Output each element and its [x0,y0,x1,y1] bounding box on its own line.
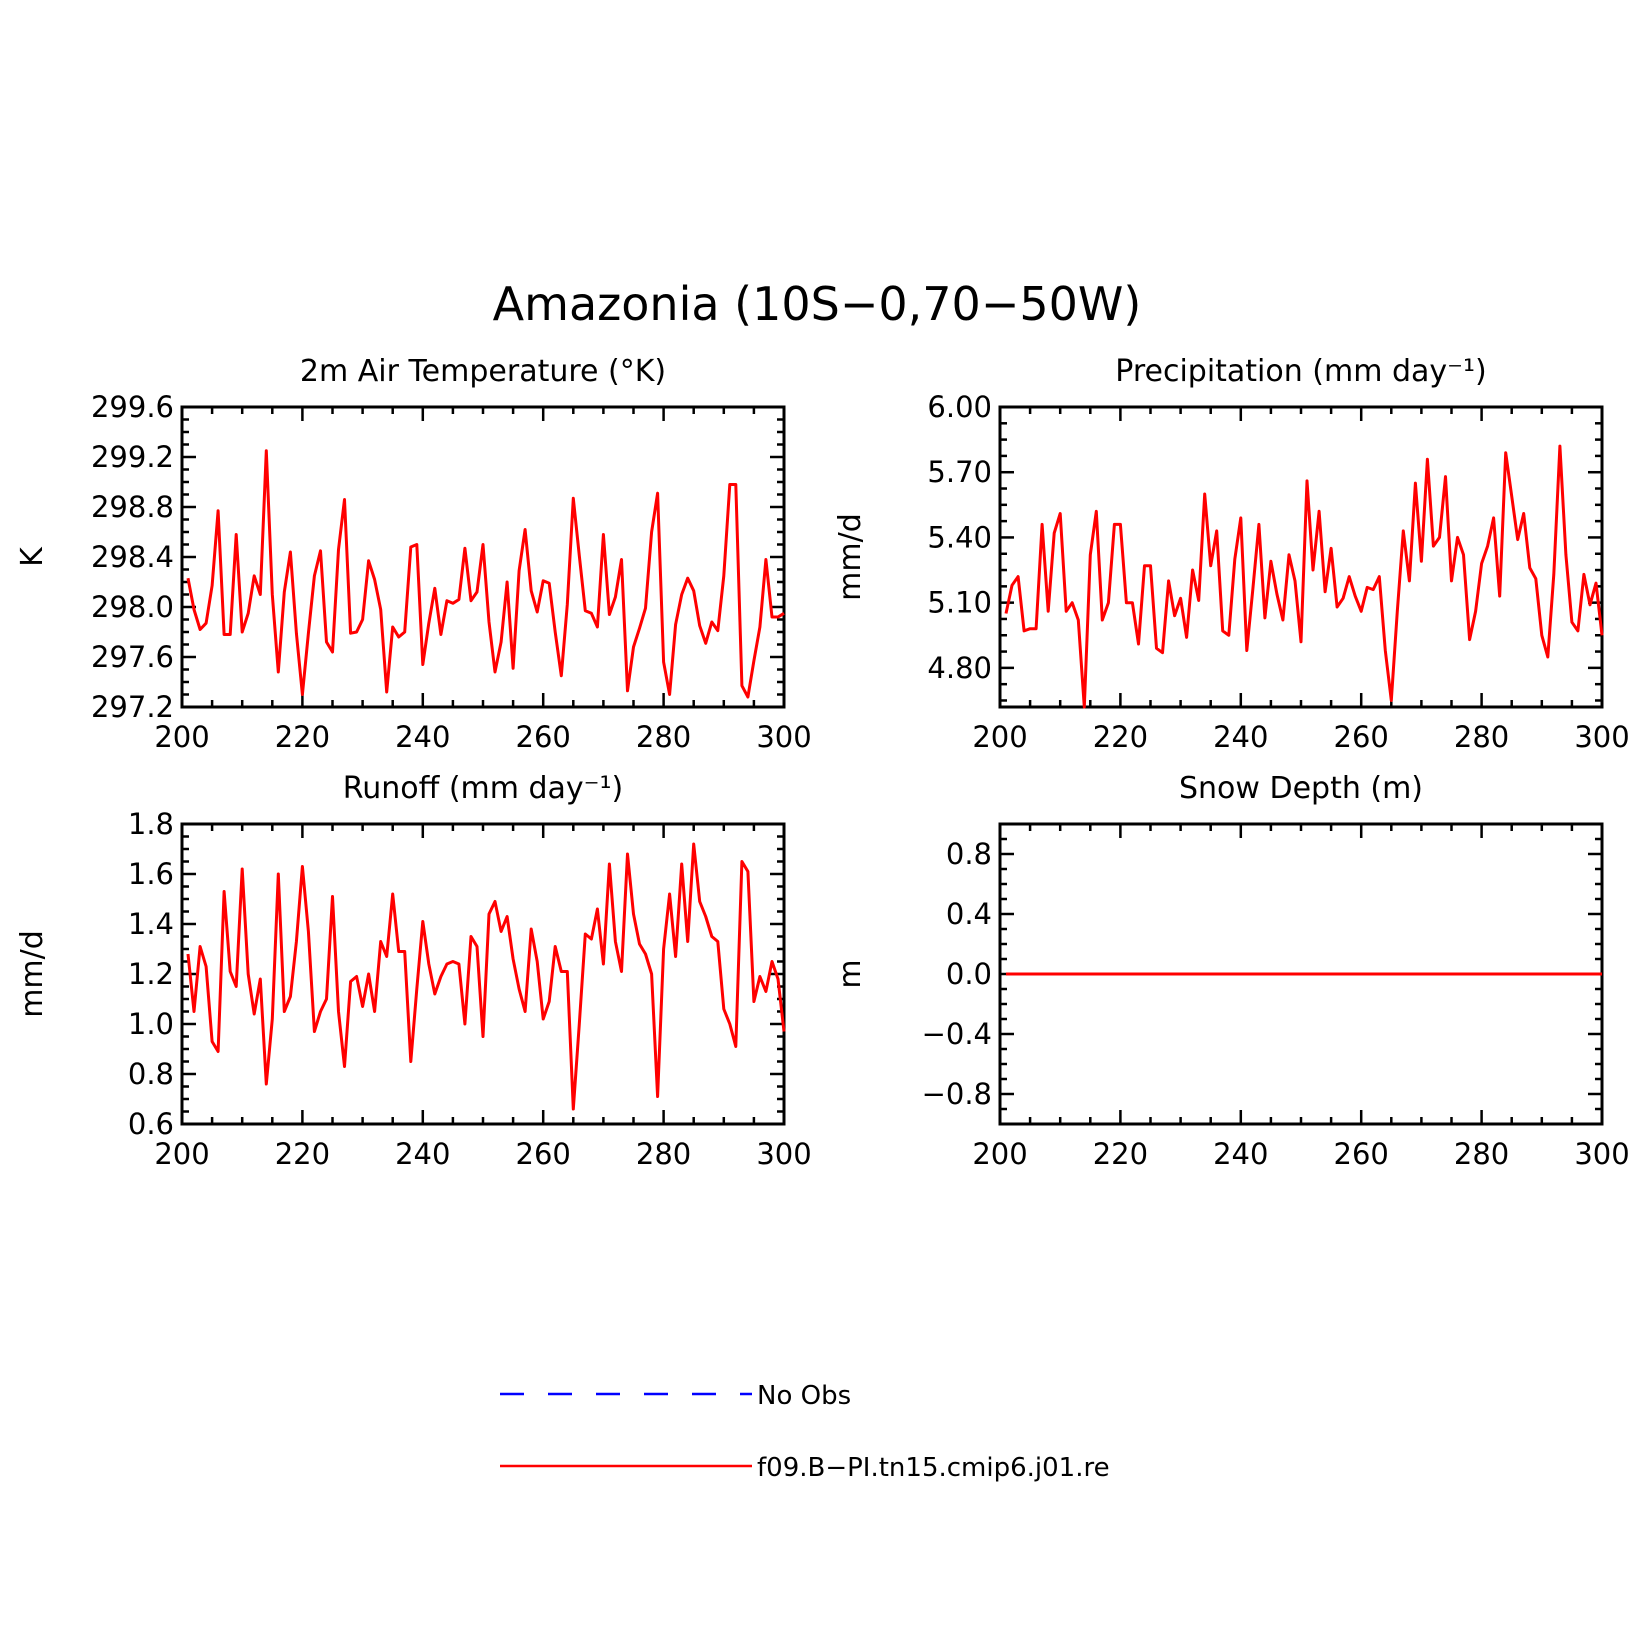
y-tick-label: 298.4 [91,540,174,574]
panel-precipitation: Precipitation (mm day⁻¹) 200 220 240 260 280 3… [833,354,1630,754]
legend-label-no-obs: No Obs [757,1381,851,1411]
x-tick-label: 280 [1454,1137,1509,1171]
y-tick-label: 1.8 [128,807,174,841]
y-tick-label: 0.4 [946,897,992,931]
panel-snow-depth: Snow Depth (m) 200 220 240 260 280 300 −0.8 −0.4… [833,771,1630,1171]
x-tick-label: 240 [395,720,450,754]
y-tick-label: 5.40 [927,520,992,554]
series-line-runoff [186,842,786,1111]
panel-runoff: Runoff (mm day⁻¹) 200 220 240 260 280 300 0.6 0.… [15,771,812,1171]
y-tick-label: 4.80 [927,651,992,685]
y-tick-label: −0.4 [922,1017,992,1051]
x-tick-label: 200 [972,1137,1027,1171]
x-tick-label: 300 [756,720,811,754]
x-tick-label: 220 [275,1137,330,1171]
x-tick-label: 300 [1574,720,1629,754]
panel-title: Precipitation (mm day⁻¹) [1115,354,1486,389]
x-tick-label: 240 [395,1137,450,1171]
x-tick-label: 260 [516,1137,571,1171]
y-tick-label: 6.00 [927,390,992,424]
y-tick-label: 1.4 [128,907,174,941]
x-tick-label: 200 [972,720,1027,754]
y-tick-label: −0.8 [922,1077,992,1111]
legend: No Obs f09.B−PI.tn15.cmip6.j01.re [500,1381,1110,1483]
x-tick-label: 220 [1093,720,1148,754]
main-title: Amazonia (10S−0,70−50W) [493,277,1142,331]
panel-title: 2m Air Temperature (°K) [300,354,666,389]
legend-label-model: f09.B−PI.tn15.cmip6.j01.re [757,1453,1110,1483]
y-tick-label: 0.0 [946,957,992,991]
y-tick-label: 1.2 [128,957,174,991]
x-tick-label: 280 [636,720,691,754]
plot-frame [180,822,786,1126]
y-axis-label: m [833,959,868,988]
y-tick-label: 0.8 [946,837,992,871]
x-tick-label: 280 [636,1137,691,1171]
panels: 2m Air Temperature (°K) 200 220 240 260 280 30… [15,354,1630,1171]
x-tick-label: 240 [1213,1137,1268,1171]
x-tick-label: 260 [1334,720,1389,754]
y-axis-label: K [15,546,50,567]
series-line-air-temperature [186,449,785,699]
y-tick-label: 298.0 [91,590,174,624]
y-tick-label: 1.6 [128,857,174,891]
y-axis-label: mm/d [833,513,868,601]
y-tick-label: 299.2 [91,440,174,474]
x-tick-label: 300 [1574,1137,1629,1171]
x-tick-label: 300 [756,1137,811,1171]
x-tick-label: 220 [275,720,330,754]
x-tick-label: 240 [1213,720,1268,754]
y-tick-label: 297.6 [91,640,174,674]
y-tick-label: 5.10 [927,586,992,620]
y-tick-label: 5.70 [927,455,992,489]
y-tick-label: 1.0 [128,1007,174,1041]
panel-title: Snow Depth (m) [1179,771,1423,806]
x-tick-label: 200 [154,720,209,754]
panel-title: Runoff (mm day⁻¹) [343,771,624,806]
x-tick-label: 260 [516,720,571,754]
x-tick-label: 260 [1334,1137,1389,1171]
y-tick-label: 0.6 [128,1107,174,1141]
y-axis-label: mm/d [15,930,50,1018]
x-tick-label: 200 [154,1137,209,1171]
series-line-precipitation [1004,444,1604,709]
x-tick-label: 280 [1454,720,1509,754]
y-tick-label: 297.2 [91,690,174,724]
x-tick-label: 220 [1093,1137,1148,1171]
y-tick-label: 0.8 [128,1057,174,1091]
y-tick-label: 298.8 [91,490,174,524]
y-tick-label: 299.6 [91,390,174,424]
panel-air-temperature: 2m Air Temperature (°K) 200 220 240 260 280 30… [15,354,812,754]
